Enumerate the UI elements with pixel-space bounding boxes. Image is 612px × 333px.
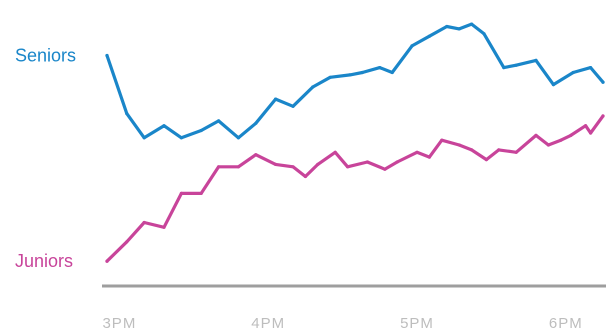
data-point-juniors-18 <box>415 150 419 154</box>
data-point-seniors-17 <box>410 44 414 48</box>
data-point-seniors-28 <box>589 66 593 70</box>
x-tick-labels: 3PM 4PM 5PM 6PM <box>102 315 583 332</box>
data-point-seniors-6 <box>217 119 221 123</box>
data-point-seniors-26 <box>551 83 556 87</box>
data-point-juniors-5 <box>199 191 203 195</box>
series-label-juniors: Juniors <box>15 251 73 271</box>
data-point-seniors-16 <box>390 70 394 75</box>
data-point-juniors-3 <box>162 225 166 229</box>
data-point-seniors-22 <box>482 32 486 36</box>
data-point-juniors-27 <box>546 143 551 147</box>
data-point-juniors-31 <box>589 131 593 135</box>
data-point-seniors-19 <box>445 24 449 29</box>
data-point-juniors-20 <box>440 138 444 142</box>
data-point-juniors-15 <box>365 160 369 164</box>
data-point-seniors-4 <box>179 136 183 140</box>
data-point-seniors-27 <box>571 70 575 75</box>
data-point-seniors-25 <box>534 58 538 63</box>
data-point-seniors-3 <box>162 124 166 128</box>
data-point-juniors-22 <box>470 148 474 152</box>
data-point-seniors-5 <box>199 128 203 133</box>
data-point-juniors-17 <box>395 160 399 164</box>
data-point-juniors-23 <box>484 158 488 162</box>
data-point-juniors-28 <box>559 138 563 142</box>
data-point-seniors-10 <box>291 104 295 108</box>
x-tick-label: 3PM <box>102 315 136 332</box>
data-point-juniors-11 <box>303 174 307 179</box>
data-point-juniors-24 <box>497 148 501 152</box>
series-layer <box>105 22 605 263</box>
data-point-juniors-21 <box>457 143 461 147</box>
data-point-juniors-6 <box>217 165 221 169</box>
data-point-seniors-0 <box>105 53 109 58</box>
data-point-juniors-1 <box>125 240 129 244</box>
data-point-seniors-2 <box>142 136 146 140</box>
data-point-seniors-24 <box>514 63 518 67</box>
data-point-seniors-11 <box>311 85 315 89</box>
data-point-seniors-1 <box>125 112 129 116</box>
data-point-seniors-9 <box>274 97 278 101</box>
x-tick-label: 5PM <box>400 315 434 332</box>
data-point-seniors-23 <box>502 66 506 70</box>
data-point-seniors-8 <box>254 121 258 125</box>
data-point-juniors-8 <box>254 153 258 157</box>
x-tick-label: 4PM <box>251 315 285 332</box>
series-label-seniors: Seniors <box>15 46 76 66</box>
data-point-juniors-32 <box>601 114 605 118</box>
data-point-juniors-19 <box>427 155 431 159</box>
data-point-juniors-0 <box>105 259 109 263</box>
data-point-seniors-20 <box>457 27 461 31</box>
data-point-juniors-2 <box>142 220 146 225</box>
data-point-juniors-14 <box>346 165 350 169</box>
data-point-seniors-18 <box>427 34 431 38</box>
data-point-seniors-29 <box>601 80 605 84</box>
data-point-juniors-4 <box>179 191 183 195</box>
data-point-seniors-21 <box>470 22 474 26</box>
data-point-seniors-15 <box>378 66 382 70</box>
series-line-seniors <box>105 22 605 140</box>
data-point-juniors-10 <box>291 165 295 169</box>
data-point-juniors-12 <box>316 162 320 166</box>
data-point-juniors-9 <box>274 162 278 166</box>
data-point-juniors-13 <box>333 150 337 154</box>
data-point-seniors-14 <box>360 70 364 75</box>
data-point-juniors-25 <box>514 150 518 154</box>
data-point-seniors-7 <box>236 136 240 140</box>
data-point-juniors-29 <box>569 133 573 137</box>
x-tick-label: 6PM <box>549 315 583 332</box>
data-point-juniors-26 <box>534 133 538 137</box>
data-point-seniors-13 <box>348 73 352 77</box>
data-point-juniors-30 <box>584 124 588 128</box>
data-point-juniors-7 <box>236 165 240 169</box>
data-point-juniors-16 <box>383 167 387 171</box>
data-point-seniors-12 <box>328 75 332 79</box>
